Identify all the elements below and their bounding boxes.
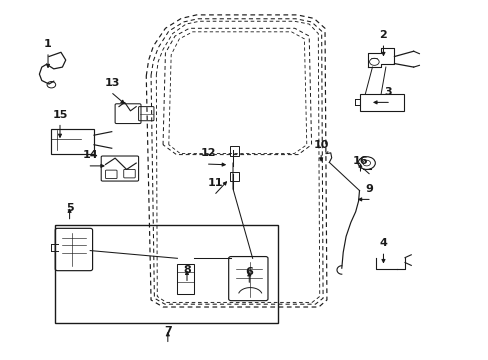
Text: 10: 10 [313, 140, 328, 150]
Text: 5: 5 [66, 203, 73, 213]
Text: 15: 15 [52, 110, 67, 120]
Bar [360, 94, 403, 111]
Text: 2: 2 [379, 30, 386, 40]
Bar [51, 129, 94, 154]
Text: 4: 4 [379, 238, 386, 248]
Bar [230, 172, 238, 181]
Bar [55, 225, 278, 323]
Text: 12: 12 [201, 148, 216, 158]
Text: 14: 14 [82, 150, 98, 160]
Bar [177, 264, 193, 294]
Text: 7: 7 [163, 326, 171, 336]
Text: 1: 1 [44, 39, 52, 49]
Bar [230, 146, 238, 156]
Text: 6: 6 [245, 267, 253, 277]
Text: 3: 3 [384, 87, 391, 97]
Text: 8: 8 [183, 265, 190, 275]
Text: 9: 9 [365, 184, 372, 194]
Text: 11: 11 [207, 178, 223, 188]
Text: 13: 13 [105, 78, 120, 88]
Text: 16: 16 [352, 156, 367, 166]
